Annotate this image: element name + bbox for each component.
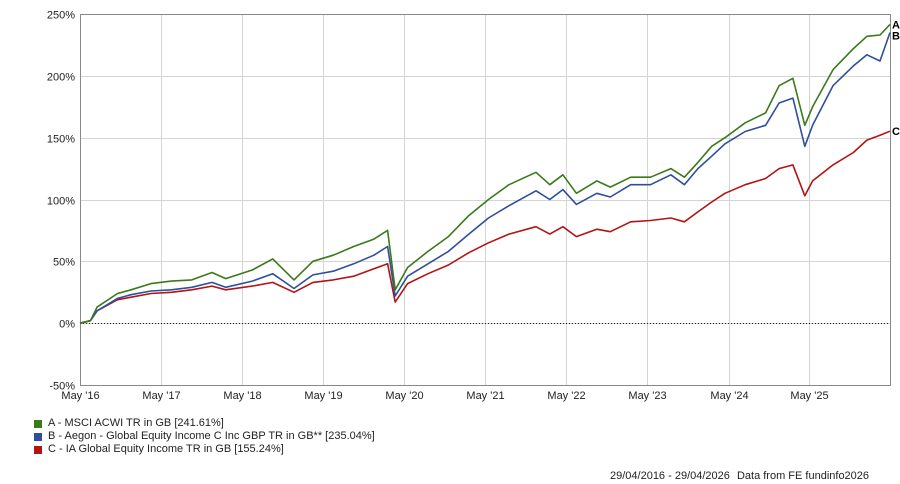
date-range: 29/04/2016 - 29/04/2026 bbox=[610, 470, 730, 482]
x-tick-label: May '18 bbox=[223, 390, 261, 402]
legend-item-c: C - IA Global Equity Income TR in GB [15… bbox=[34, 443, 375, 456]
series-lines bbox=[79, 23, 891, 324]
legend-label-c: C - IA Global Equity Income TR in GB [15… bbox=[48, 443, 284, 455]
legend-item-a: A - MSCI ACWI TR in GB [241.61%] bbox=[34, 417, 375, 430]
data-source: Data from FE fundinfo2026 bbox=[736, 470, 870, 482]
y-tick-label: 150% bbox=[47, 134, 75, 146]
x-tick-label: May '17 bbox=[142, 390, 180, 402]
y-tick-label: 250% bbox=[47, 10, 75, 22]
end-label-b: B bbox=[892, 30, 900, 42]
y-tick-label: 50% bbox=[53, 257, 75, 269]
x-tick-label: May '21 bbox=[466, 390, 504, 402]
x-tick-label: May '20 bbox=[385, 390, 423, 402]
legend-swatch-b bbox=[34, 432, 42, 441]
end-label-a: A bbox=[892, 19, 900, 31]
chart-footer: 29/04/2016 - 29/04/2026 Data from FE fun… bbox=[610, 470, 869, 482]
x-tick-label: May '19 bbox=[304, 390, 342, 402]
legend-item-b: B - Aegon - Global Equity Income C Inc G… bbox=[34, 430, 375, 443]
y-axis-tick-labels: 250% 200% 150% 100% 50% 0% -50% bbox=[47, 10, 75, 393]
y-tick-label: 100% bbox=[47, 196, 75, 208]
x-tick-label: May '23 bbox=[628, 390, 666, 402]
series-line-a bbox=[79, 23, 891, 324]
x-tick-label: May '22 bbox=[547, 390, 585, 402]
gridlines bbox=[80, 14, 890, 386]
x-tick-label: May '24 bbox=[710, 390, 748, 402]
legend: A - MSCI ACWI TR in GB [241.61%] B - Aeg… bbox=[34, 417, 375, 456]
legend-swatch-a bbox=[34, 419, 42, 428]
x-tick-label: May '16 bbox=[61, 390, 99, 402]
series-line-b bbox=[79, 32, 891, 324]
y-tick-label: 200% bbox=[47, 72, 75, 84]
legend-swatch-c bbox=[34, 445, 42, 454]
y-tick-label: -50% bbox=[49, 381, 75, 393]
x-tick-label: May '25 bbox=[790, 390, 828, 402]
legend-label-a: A - MSCI ACWI TR in GB [241.61%] bbox=[48, 417, 224, 429]
y-tick-label: 0% bbox=[59, 319, 75, 331]
series-line-c bbox=[79, 130, 891, 324]
x-axis-tick-labels: May '16 May '17 May '18 May '19 May '20 May '… bbox=[61, 390, 828, 402]
plot-area bbox=[80, 14, 891, 386]
end-label-c: C bbox=[892, 126, 900, 138]
performance-chart: 250% 200% 150% 100% 50% 0% -50% May '16 May '17… bbox=[47, 10, 900, 403]
legend-label-b: B - Aegon - Global Equity Income C Inc G… bbox=[48, 430, 375, 442]
series-end-labels: AB C bbox=[892, 19, 900, 138]
